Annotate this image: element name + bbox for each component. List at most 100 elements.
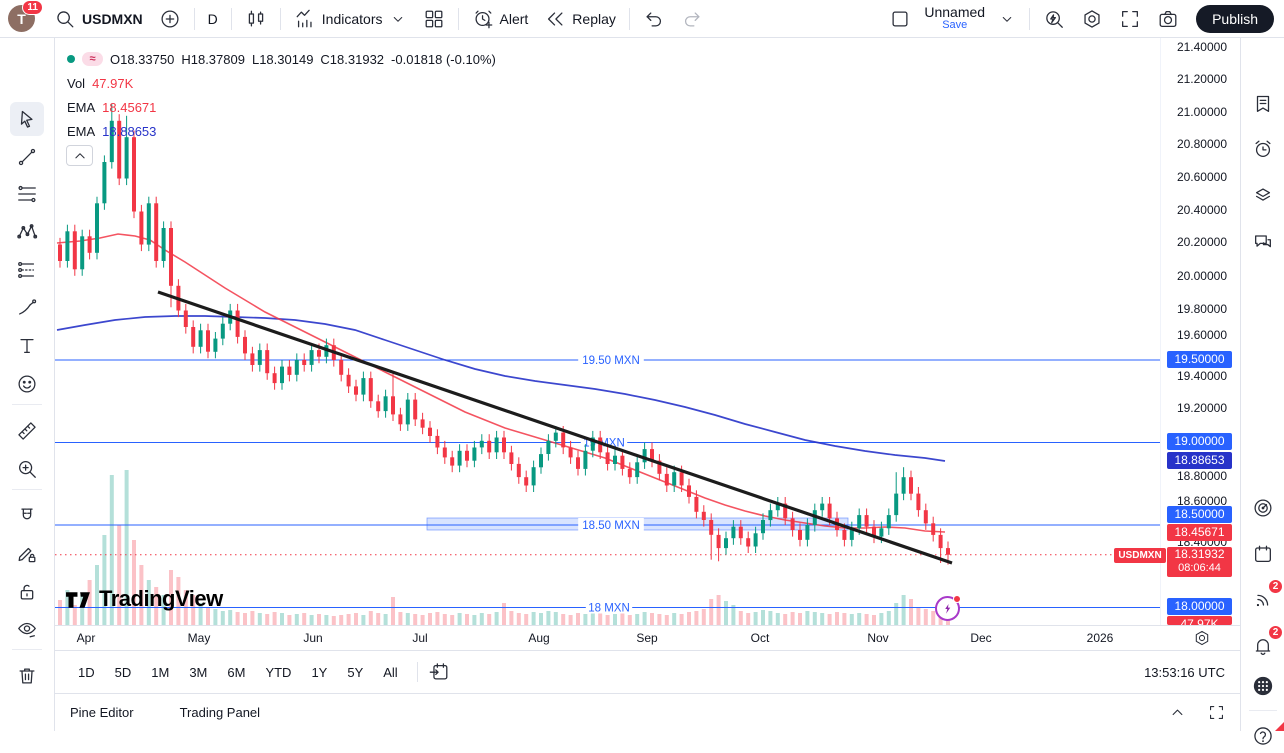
range-3m-button[interactable]: 3M — [189, 664, 208, 680]
svg-text:18 MXN: 18 MXN — [588, 603, 630, 615]
ema-slow-line[interactable] — [56, 315, 946, 462]
indicators-button[interactable]: Indicators — [287, 4, 414, 34]
publish-button[interactable]: Publish — [1196, 4, 1274, 33]
chart-style-button[interactable] — [238, 4, 274, 34]
lock-icon — [16, 581, 38, 603]
chevron-down-icon — [998, 10, 1016, 28]
symbol-search-button[interactable]: USDMXN — [47, 4, 150, 34]
price-tick: 18.60000 — [1176, 494, 1227, 508]
range-1m-button[interactable]: 1M — [151, 664, 170, 680]
tool-remove-objects[interactable] — [10, 659, 44, 693]
sidebar-calendar-button[interactable] — [1246, 537, 1280, 571]
ema-slow-legend-row: EMA 18.88653 — [67, 123, 496, 139]
sidebar-apps-button[interactable] — [1246, 669, 1280, 703]
tab-trading-panel[interactable]: Trading Panel — [179, 705, 261, 720]
redo-button[interactable] — [674, 4, 710, 34]
price-label: 18.88653 — [1167, 452, 1232, 469]
tool-emoji[interactable] — [10, 367, 44, 401]
search-icon — [54, 8, 76, 30]
tool-drawing-mode[interactable] — [10, 537, 44, 571]
tool-lock-drawings[interactable] — [10, 575, 44, 609]
legend-collapse-button[interactable] — [66, 145, 93, 166]
quick-search-button[interactable] — [1036, 4, 1072, 34]
tool-projection[interactable] — [10, 253, 44, 287]
compare-add-button[interactable] — [152, 4, 188, 34]
price-tick: 21.00000 — [1176, 105, 1227, 119]
tool-brush[interactable] — [10, 291, 44, 325]
price-tick: 19.60000 — [1176, 328, 1227, 342]
volume-label: Vol — [67, 75, 86, 91]
sidebar-screener-button[interactable] — [1246, 491, 1280, 525]
fullscreen-button[interactable] — [1112, 4, 1148, 34]
interval-value: D — [207, 10, 218, 27]
axis-settings-gear-icon[interactable] — [1193, 629, 1211, 647]
help-icon — [1252, 725, 1274, 747]
ema-fast-line[interactable] — [56, 233, 946, 533]
tool-measure[interactable] — [10, 414, 44, 448]
layout-name-button[interactable]: Unnamed Save — [920, 3, 989, 32]
range-1y-button[interactable]: 1Y — [311, 664, 328, 680]
sidebar-notifications-button[interactable]: 2 — [1246, 625, 1283, 663]
ema-fast-legend-row: EMA 18.45671 — [67, 99, 496, 115]
go-to-date-icon[interactable] — [428, 661, 450, 683]
price-tick: 21.40000 — [1176, 40, 1227, 54]
tool-text[interactable] — [10, 329, 44, 363]
chevron-down-icon — [389, 10, 407, 28]
snapshot-button[interactable] — [1150, 4, 1186, 34]
sidebar-help-button[interactable] — [1246, 719, 1280, 753]
alert-clock-icon — [472, 8, 494, 30]
time-tick-apr: Apr — [76, 631, 96, 645]
tool-zoom-in[interactable] — [10, 452, 44, 486]
ohlc-close: C18.31932 — [320, 51, 385, 67]
range-all-button[interactable]: All — [383, 664, 398, 680]
tool-magnet[interactable] — [10, 499, 44, 533]
gear-icon — [1081, 8, 1103, 30]
tool-pattern[interactable] — [10, 215, 44, 249]
separator — [457, 7, 459, 30]
layout-name: Unnamed — [924, 3, 986, 20]
pencil-lock-icon — [16, 543, 38, 565]
undo-button[interactable] — [636, 4, 672, 34]
range-6m-button[interactable]: 6M — [227, 664, 246, 680]
layout-menu-chevron[interactable] — [991, 4, 1023, 34]
tool-trend-line[interactable] — [10, 140, 44, 174]
price-axis[interactable]: 21.40000 21.20000 21.00000 20.80000 20.60000… — [1160, 38, 1240, 625]
panel-maximize-icon[interactable] — [1207, 703, 1226, 722]
range-5d-button[interactable]: 5D — [114, 664, 132, 680]
range-1d-button[interactable]: 1D — [78, 664, 95, 680]
layers-icon — [1252, 184, 1274, 206]
timezone-clock-button[interactable]: 13:53:16 UTC — [1144, 664, 1225, 680]
time-axis[interactable]: Apr May Jun Jul Aug Sep Oct Nov Dec 2026 — [55, 625, 1240, 650]
settings-button[interactable] — [1074, 4, 1110, 34]
range-5y-button[interactable]: 5Y — [347, 664, 364, 680]
chat-icon — [1252, 231, 1274, 253]
interval-button[interactable]: D — [201, 4, 225, 34]
save-layout-checkbox[interactable] — [882, 4, 918, 34]
sidebar-chat-button[interactable] — [1246, 225, 1280, 259]
user-menu-button[interactable]: T 11 — [8, 0, 43, 32]
tab-pine-editor[interactable]: Pine Editor — [70, 705, 134, 720]
sidebar-streams-button[interactable]: 2 — [1246, 579, 1283, 617]
divider — [416, 662, 418, 682]
panel-expand-chevron-icon[interactable] — [1168, 703, 1187, 722]
alert-button[interactable]: Alert — [465, 4, 536, 34]
sidebar-watchlist-button[interactable] — [1246, 87, 1280, 121]
save-link[interactable]: Save — [942, 18, 968, 31]
event-flash-icon[interactable] — [935, 595, 961, 621]
trend-line-drawing[interactable] — [157, 290, 953, 565]
separator — [279, 7, 281, 30]
tool-hide-drawings[interactable] — [10, 612, 44, 646]
tool-cursor[interactable] — [10, 102, 44, 136]
sidebar-hotlists-button[interactable] — [1246, 178, 1280, 212]
replay-button[interactable]: Replay — [537, 4, 623, 34]
projection-icon — [16, 259, 38, 281]
ema-fast-label: EMA — [67, 99, 96, 115]
sidebar-alerts-button[interactable] — [1246, 132, 1280, 166]
tool-fib-retracement[interactable] — [10, 177, 44, 211]
range-ytd-button[interactable]: YTD — [265, 664, 292, 680]
layout-grid-button[interactable] — [416, 4, 452, 34]
